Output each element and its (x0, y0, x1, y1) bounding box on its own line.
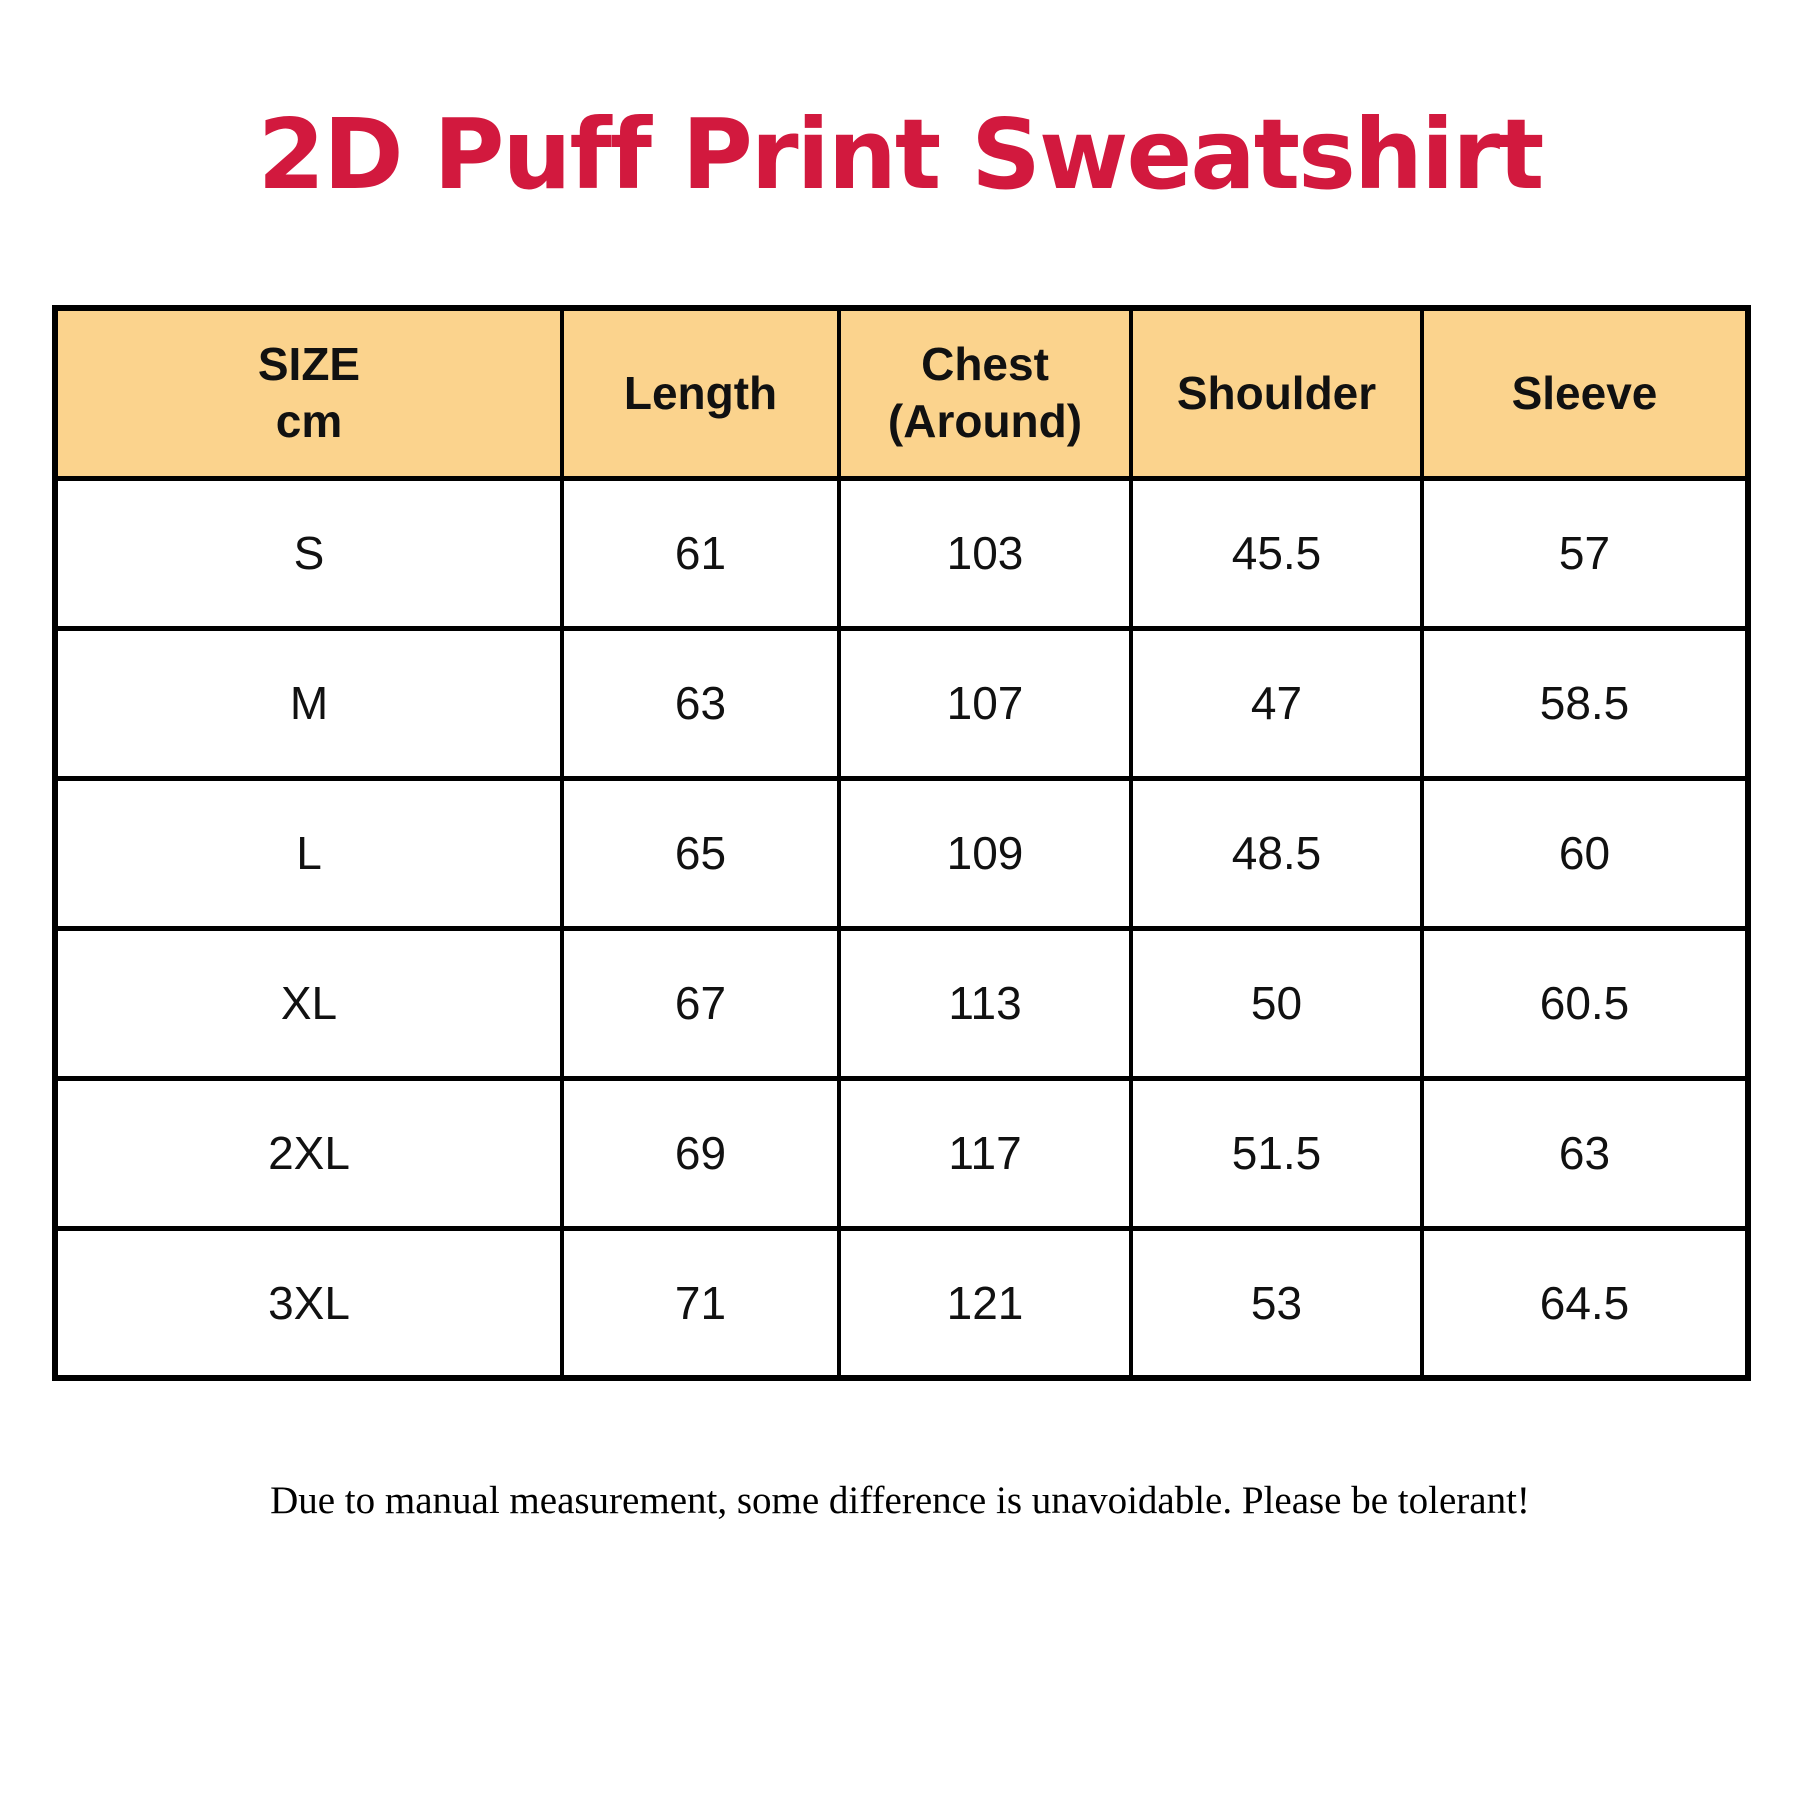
header-sleeve-label: Sleeve (1511, 366, 1658, 419)
header-cell-shoulder: Shoulder (1129, 305, 1424, 481)
chest-cell: 113 (837, 925, 1133, 1081)
chest-cell: 109 (837, 775, 1133, 931)
header-cell-size: SIZE cm (53, 305, 564, 481)
header-row: SIZE cm Length Chest (Around) Shoulder S… (53, 305, 1750, 481)
chest-cell: 121 (837, 1225, 1133, 1381)
chest-cell: 107 (837, 625, 1133, 781)
footer-note: Due to manual measurement, some differen… (270, 1479, 1530, 1522)
sleeve-cell: 58.5 (1420, 625, 1750, 781)
length-cell: 63 (560, 625, 841, 781)
length-cell: 67 (560, 925, 841, 1081)
length-cell: 69 (560, 1075, 841, 1231)
shoulder-cell: 48.5 (1129, 775, 1424, 931)
header-cell-chest: Chest (Around) (837, 305, 1133, 481)
size-cell: XL (53, 925, 564, 1081)
table-row-s: S 61 103 45.5 57 (53, 475, 1750, 631)
sleeve-cell: 63 (1420, 1075, 1750, 1231)
sleeve-cell: 60.5 (1420, 925, 1750, 1081)
table-row-3xl: 3XL 71 121 53 64.5 (53, 1225, 1750, 1381)
header-size-line2: cm (275, 395, 343, 448)
shoulder-cell: 53 (1129, 1225, 1424, 1381)
header-cell-sleeve: Sleeve (1420, 305, 1750, 481)
size-table: SIZE cm Length Chest (Around) Shoulder S… (52, 305, 1751, 1381)
page-title: 2D Puff Print Sweatshirt (257, 98, 1545, 211)
size-cell: M (53, 625, 564, 781)
size-cell: 3XL (53, 1225, 564, 1381)
size-cell: L (53, 775, 564, 931)
header-shoulder-label: Shoulder (1176, 366, 1377, 419)
header-chest-line1: Chest (921, 337, 1049, 390)
sleeve-cell: 57 (1420, 475, 1750, 631)
sleeve-cell: 60 (1420, 775, 1750, 931)
shoulder-cell: 45.5 (1129, 475, 1424, 631)
header-size-line1: SIZE (257, 337, 361, 390)
length-cell: 61 (560, 475, 841, 631)
sleeve-cell: 64.5 (1420, 1225, 1750, 1381)
header-cell-length: Length (560, 305, 841, 481)
shoulder-cell: 51.5 (1129, 1075, 1424, 1231)
table-row-l: L 65 109 48.5 60 (53, 775, 1750, 931)
shoulder-cell: 50 (1129, 925, 1424, 1081)
chest-cell: 103 (837, 475, 1133, 631)
table-row-xl: XL 67 113 50 60.5 (53, 925, 1750, 1081)
table-row-m: M 63 107 47 58.5 (53, 625, 1750, 781)
size-cell: S (53, 475, 564, 631)
shoulder-cell: 47 (1129, 625, 1424, 781)
header-length-label: Length (623, 366, 778, 419)
header-chest-line2: (Around) (887, 395, 1083, 448)
chest-cell: 117 (837, 1075, 1133, 1231)
size-cell: 2XL (53, 1075, 564, 1231)
length-cell: 71 (560, 1225, 841, 1381)
table-row-2xl: 2XL 69 117 51.5 63 (53, 1075, 1750, 1231)
length-cell: 65 (560, 775, 841, 931)
